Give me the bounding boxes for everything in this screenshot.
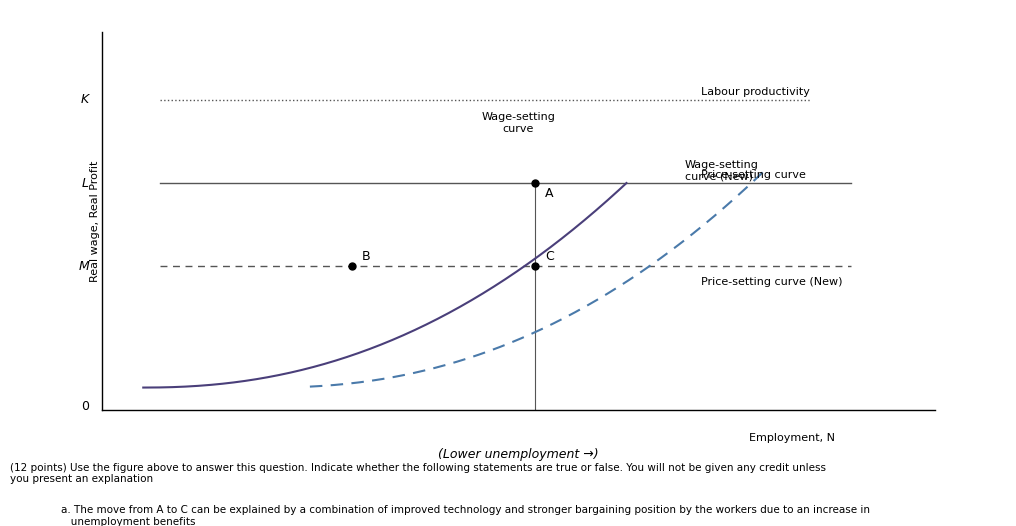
Text: B: B bbox=[362, 249, 370, 262]
Y-axis label: Real wage, Real Profit: Real wage, Real Profit bbox=[89, 160, 100, 281]
Text: (12 points) Use the figure above to answer this question. Indicate whether the f: (12 points) Use the figure above to answ… bbox=[10, 463, 826, 484]
Text: A: A bbox=[545, 187, 554, 200]
Text: (Lower unemployment →): (Lower unemployment →) bbox=[438, 448, 598, 461]
Text: Labour productivity: Labour productivity bbox=[701, 87, 811, 97]
Text: L: L bbox=[82, 177, 89, 189]
Text: 0: 0 bbox=[81, 400, 89, 413]
Text: Wage-setting
curve (New): Wage-setting curve (New) bbox=[685, 160, 759, 182]
Text: Employment, N: Employment, N bbox=[749, 433, 835, 443]
Text: Price-setting curve (New): Price-setting curve (New) bbox=[701, 277, 843, 287]
Text: Price-setting curve: Price-setting curve bbox=[701, 170, 807, 180]
Text: C: C bbox=[545, 249, 554, 262]
Text: M: M bbox=[78, 260, 89, 273]
Text: K: K bbox=[81, 93, 89, 106]
Text: Wage-setting
curve: Wage-setting curve bbox=[482, 112, 555, 134]
Text: a. The move from A to C can be explained by a combination of improved technology: a. The move from A to C can be explained… bbox=[61, 505, 870, 526]
